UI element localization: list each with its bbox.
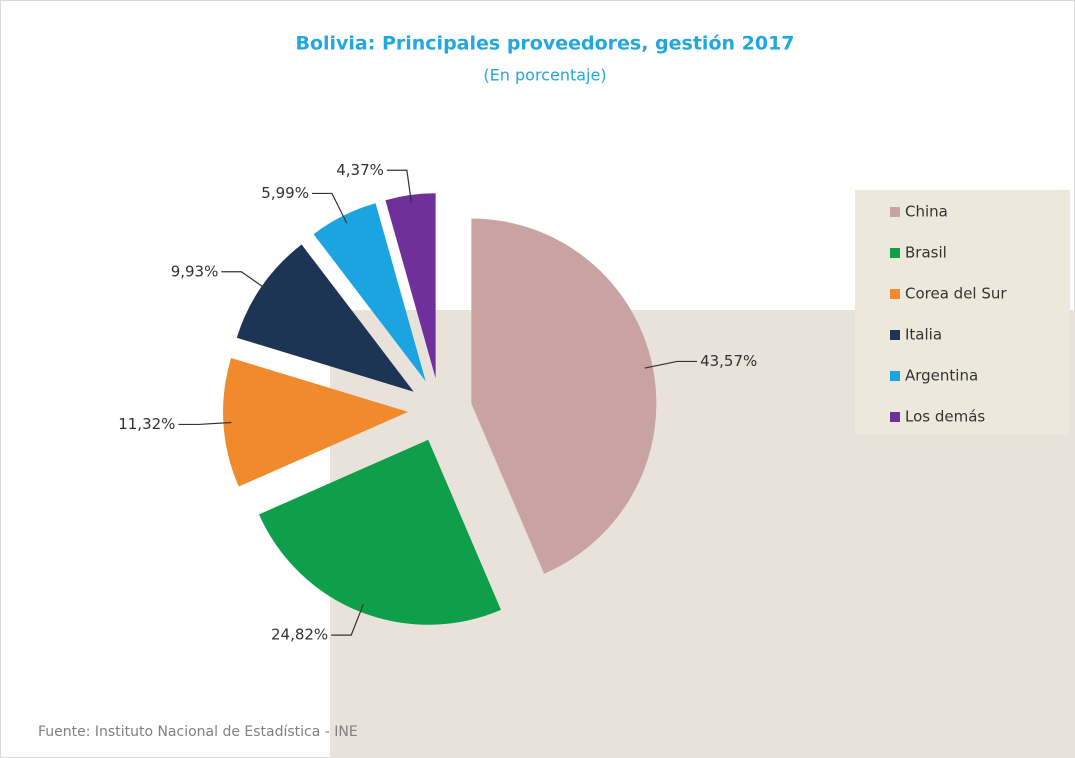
pie-slice (385, 193, 436, 379)
legend-swatch (890, 289, 900, 299)
data-label: 9,93% (171, 262, 219, 280)
pie-slice (236, 244, 414, 392)
legend-swatch (890, 330, 900, 340)
chart-title: Bolivia: Principales proveedores, gestió… (295, 33, 794, 55)
legend-label: Italia (905, 326, 942, 344)
pie-slice (258, 439, 501, 625)
data-label: 5,99% (261, 184, 309, 202)
data-label: 11,32% (118, 415, 175, 433)
legend-swatch (890, 248, 900, 258)
leader-line (386, 169, 412, 204)
data-label: 43,57% (700, 352, 757, 370)
chart-subtitle: (En porcentaje) (483, 66, 606, 85)
legend-swatch (890, 412, 900, 422)
legend-label: Los demás (905, 408, 985, 426)
pie-slice (471, 218, 657, 574)
leader-line (311, 192, 348, 224)
legend-box (855, 190, 1070, 435)
data-label: 24,82% (271, 626, 328, 644)
pie-slice (223, 357, 409, 487)
legend-label: Corea del Sur (905, 285, 1007, 303)
legend-label: Brasil (905, 244, 947, 262)
data-label: 4,37% (336, 161, 384, 179)
legend-label: China (905, 203, 948, 221)
legend-swatch (890, 371, 900, 381)
leader-line (331, 604, 364, 636)
source-note: Fuente: Instituto Nacional de Estadístic… (38, 724, 358, 740)
legend-label: Argentina (905, 367, 978, 385)
pie-slice (313, 203, 426, 382)
legend-swatch (890, 207, 900, 217)
leader-line (644, 360, 698, 369)
leader-line (178, 421, 232, 426)
leader-line (221, 271, 269, 292)
